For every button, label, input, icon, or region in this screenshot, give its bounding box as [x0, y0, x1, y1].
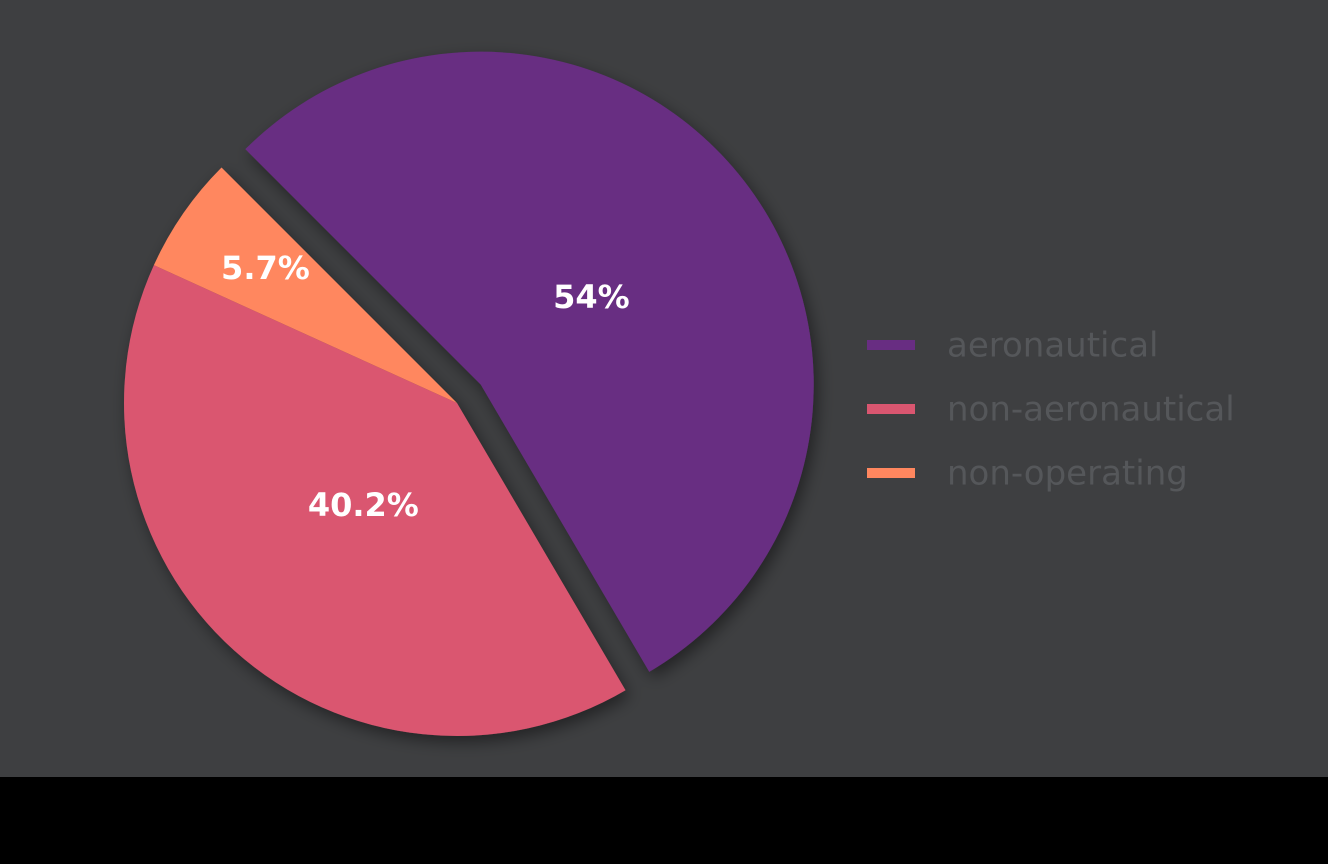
- value-label: 40.2%: [308, 486, 419, 524]
- value-labels: 54% 40.2% 5.7%: [221, 249, 630, 524]
- legend-swatch: [867, 404, 915, 414]
- legend-swatch: [867, 468, 915, 478]
- pie-slice: [153, 167, 458, 403]
- value-label: 54%: [553, 278, 630, 316]
- legend-label: non-operating: [947, 454, 1188, 494]
- pie-slice: [124, 265, 626, 736]
- legend-swatch: [867, 340, 915, 350]
- legend-label: aeronautical: [947, 326, 1158, 366]
- legend: aeronautical non-aeronautical non-operatin…: [867, 326, 1235, 494]
- legend-label: non-aeronautical: [947, 390, 1235, 430]
- pie: [124, 51, 814, 736]
- value-label: 5.7%: [221, 249, 310, 287]
- pie-slice: [245, 51, 814, 672]
